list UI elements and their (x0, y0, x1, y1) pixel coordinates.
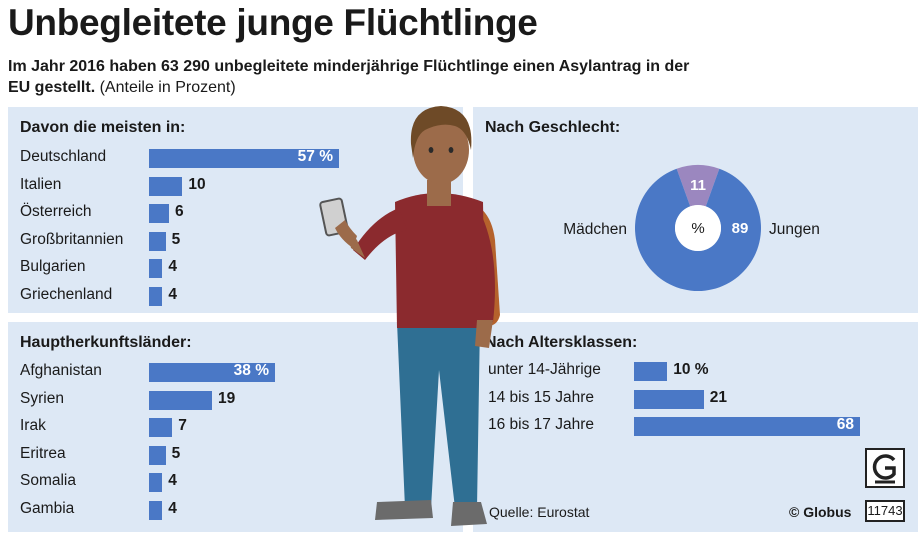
globus-logo-icon (865, 448, 905, 488)
bar (149, 204, 169, 224)
bar (149, 259, 163, 279)
origin-countries-title: Hauptherkunftsländer: (20, 334, 192, 351)
age-classes-title: Nach Altersklassen: (485, 334, 638, 351)
age-classes-panel: Nach Altersklassen: unter 14-Jährige 10 %… (473, 322, 918, 532)
bar (149, 176, 183, 196)
category-label: Griechenland (20, 286, 113, 303)
refugee-teen-illustration (319, 106, 500, 526)
category-label: Bulgarien (20, 258, 86, 276)
value-label: 4 (168, 500, 177, 517)
donut-center-label: % (691, 220, 704, 237)
bar (149, 363, 275, 382)
value-label: 21 (709, 388, 728, 406)
category-label: Syrien (20, 389, 64, 407)
value-label: 4 (168, 472, 177, 490)
legend-label-girls: Mädchen (563, 221, 627, 238)
bar (634, 389, 704, 409)
category-label: Irak (20, 417, 46, 435)
value-label: 57 % (297, 148, 333, 165)
chart-subtitle: Im Jahr 2016 haben 63 290 unbegleitete m… (8, 56, 708, 98)
bar (149, 390, 212, 410)
category-label: Gambia (20, 500, 75, 517)
bar (149, 418, 173, 438)
chart-title: Unbegleitete junge Flüchtlinge (8, 2, 538, 43)
bar (634, 417, 860, 437)
value-label: 38 % (233, 362, 269, 379)
category-label: unter 14-Jährige (488, 361, 601, 378)
donut-slice-jungen (635, 168, 761, 291)
bar (149, 231, 166, 251)
donut-slice-mädchen (676, 165, 720, 207)
legend-label-boys: Jungen (769, 221, 820, 238)
slice-value-label: 11 (690, 177, 706, 194)
subtitle-text: Im Jahr 2016 haben 63 290 unbegleitete m… (8, 58, 690, 96)
bar (149, 287, 163, 306)
value-label: 6 (175, 203, 184, 221)
bar (149, 501, 163, 520)
gender-title: Nach Geschlecht: (485, 119, 621, 136)
category-label: Österreich (20, 203, 92, 221)
value-label: 19 (218, 389, 236, 407)
category-label: Italien (20, 175, 62, 193)
category-label: Somalia (20, 472, 76, 490)
slice-value-label: 89 (732, 220, 749, 237)
graphic-number: 11743 (865, 500, 905, 522)
bar (149, 473, 163, 493)
subtitle-note: (Anteile in Prozent) (99, 79, 236, 96)
donut-center (675, 205, 721, 251)
value-label: 10 (188, 175, 206, 193)
bar (634, 362, 668, 381)
destination-countries-panel: Davon die meisten in: Deutschland 57 % Ita… (8, 107, 463, 313)
value-label: 5 (171, 444, 181, 462)
category-label: Afghanistan (20, 362, 102, 379)
category-label: 14 bis 15 Jahre (488, 388, 594, 406)
value-label: 4 (168, 286, 177, 303)
category-label: Eritrea (20, 444, 66, 462)
gender-panel: Nach Geschlecht: 11 89% Mädchen Jungen (473, 107, 918, 313)
value-label: 10 % (673, 361, 709, 378)
gender-donut-chart: 11 89% Mädchen Jungen (563, 165, 820, 291)
copyright: © Globus (789, 504, 852, 520)
category-label: Deutschland (20, 148, 107, 165)
value-label: 68 (836, 416, 854, 434)
category-label: Großbritannien (20, 230, 124, 248)
origin-countries-panel: Hauptherkunftsländer: Afghanistan 38 % Syr… (8, 322, 463, 532)
globus-g-icon (872, 454, 896, 484)
value-label: 7 (178, 417, 187, 435)
value-label: 5 (171, 230, 181, 248)
value-label: 4 (168, 258, 177, 276)
bar (149, 149, 339, 168)
source-note: Quelle: Eurostat (489, 504, 590, 520)
bar (149, 445, 166, 465)
destination-countries-title: Davon die meisten in: (20, 119, 186, 136)
category-label: 16 bis 17 Jahre (488, 416, 594, 434)
